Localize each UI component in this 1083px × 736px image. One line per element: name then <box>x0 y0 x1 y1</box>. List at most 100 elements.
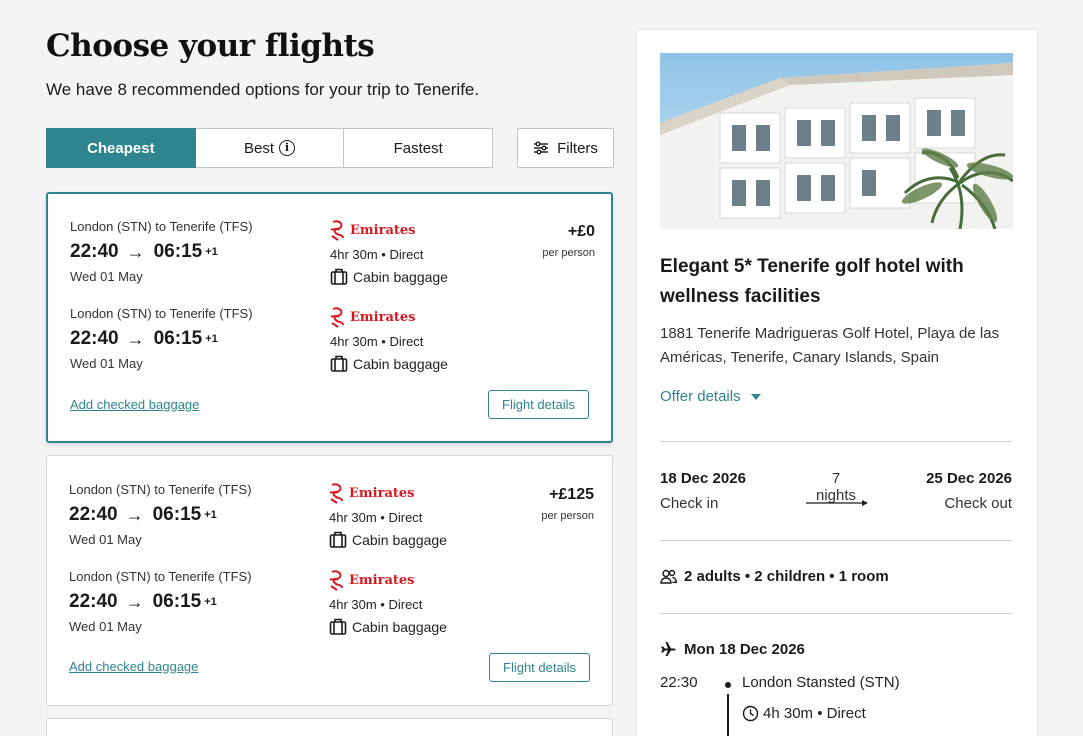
flight-details-button[interactable]: Flight details <box>488 390 589 419</box>
guests-label: 2 adults • 2 children • 1 room <box>684 568 889 585</box>
long-arrow-right-icon <box>806 500 868 506</box>
airline-logo: Emirates <box>328 569 414 591</box>
hotel-address: 1881 Tenerife Madrigueras Golf Hotel, Pl… <box>660 325 1000 366</box>
flight-leg-return: London (STN) to Tenerife (TFS) 22:40 → 0… <box>69 569 594 649</box>
tab-fastest-label: Fastest <box>393 139 443 157</box>
emirates-emblem-icon <box>330 220 344 241</box>
timeline-line <box>727 694 729 736</box>
leg-date: Wed 01 May <box>69 619 142 634</box>
check-in-date: 18 Dec 2026 <box>660 470 746 487</box>
sliders-icon <box>534 141 549 155</box>
timeline-dot <box>725 682 731 688</box>
hotel-building-image <box>660 53 1013 229</box>
flight-duration: 4hr 30m • Direct <box>329 597 423 612</box>
flight-duration: 4hr 30m • Direct <box>330 334 424 349</box>
depart-time: 22:40 <box>69 504 118 525</box>
leg-route: London (STN) to Tenerife (TFS) <box>70 219 253 234</box>
arrive-time: 06:15 <box>153 328 203 349</box>
airline-name: Emirates <box>349 485 415 501</box>
baggage-info: Cabin baggage <box>330 268 448 285</box>
add-checked-baggage-link[interactable]: Add checked baggage <box>70 397 200 412</box>
filters-button[interactable]: Filters <box>517 128 614 168</box>
plane-icon <box>661 641 676 656</box>
leg-route: London (STN) to Tenerife (TFS) <box>69 569 252 584</box>
suitcase-icon <box>329 531 347 548</box>
baggage-label: Cabin baggage <box>353 268 448 285</box>
arrive-time: 06:15 <box>152 591 202 612</box>
page-title: Choose your flights <box>46 28 375 64</box>
flight-leg-outbound: London (STN) to Tenerife (TFS) 22:40 → 0… <box>70 219 595 299</box>
add-checked-baggage-link[interactable]: Add checked baggage <box>69 659 199 674</box>
suitcase-icon <box>329 618 347 635</box>
users-icon <box>660 569 677 584</box>
baggage-info: Cabin baggage <box>330 355 448 372</box>
departure-time: 22:30 <box>660 674 698 691</box>
baggage-info: Cabin baggage <box>329 531 447 548</box>
flight-duration: 4hr 30m • Direct <box>330 247 424 262</box>
airline-name: Emirates <box>350 309 416 325</box>
day-offset: +1 <box>204 509 217 521</box>
hotel-summary-panel: Elegant 5* Tenerife golf hotel with well… <box>637 30 1037 736</box>
price: +£0 <box>567 223 595 240</box>
divider <box>660 441 1012 442</box>
arrow-right-icon: → <box>125 591 144 612</box>
airline-name: Emirates <box>349 572 415 588</box>
departure-airport: London Stansted (STN) <box>742 674 900 691</box>
price-unit: per person <box>541 510 594 522</box>
airline-name: Emirates <box>350 222 416 238</box>
offer-details-toggle[interactable]: Offer details <box>660 388 761 405</box>
flight-option-card[interactable]: London (STN) to Tenerife (TFS) 22:40 → 0… <box>46 455 613 706</box>
suitcase-icon <box>330 268 348 285</box>
baggage-info: Cabin baggage <box>329 618 447 635</box>
flight-duration-label: 4h 30m • Direct <box>763 705 866 722</box>
results-subtitle: We have 8 recommended options for your t… <box>46 80 480 99</box>
arrive-time: 06:15 <box>152 504 202 525</box>
emirates-emblem-icon <box>330 307 344 328</box>
baggage-label: Cabin baggage <box>353 355 448 372</box>
divider <box>660 540 1012 541</box>
flight-option-card[interactable]: London (STN) to Tenerife (TFS) 22:40 → 0… <box>46 192 613 443</box>
flight-details-button[interactable]: Flight details <box>489 653 590 682</box>
leg-times: 22:40 → 06:15 +1 <box>70 241 218 263</box>
tab-cheapest[interactable]: Cheapest <box>46 128 196 168</box>
flight-leg-outbound: London (STN) to Tenerife (TFS) 22:40 → 0… <box>69 482 594 562</box>
price: +£125 <box>549 486 594 503</box>
nights-count: 7 nights <box>815 470 857 504</box>
leg-route: London (STN) to Tenerife (TFS) <box>70 306 253 321</box>
arrow-right-icon: → <box>125 504 144 525</box>
info-icon[interactable]: i <box>279 140 296 156</box>
depart-time: 22:40 <box>70 328 119 349</box>
check-in-label: Check in <box>660 495 719 512</box>
tab-best[interactable]: Best i <box>195 128 345 168</box>
flight-day-header: Mon 18 Dec 2026 <box>660 641 805 658</box>
leg-times: 22:40 → 06:15 +1 <box>69 504 217 526</box>
filters-label: Filters <box>557 139 598 157</box>
airline-logo: Emirates <box>328 482 414 504</box>
hotel-name: Elegant 5* Tenerife golf hotel with well… <box>660 256 964 307</box>
emirates-emblem-icon <box>329 483 343 504</box>
guests-summary: 2 adults • 2 children • 1 room <box>660 568 889 585</box>
tab-cheapest-label: Cheapest <box>87 139 155 157</box>
depart-time: 22:40 <box>69 591 118 612</box>
baggage-label: Cabin baggage <box>352 531 447 548</box>
sort-tabs: Cheapest Best i Fastest <box>46 128 494 168</box>
flight-duration-row: 4h 30m • Direct <box>742 705 866 722</box>
tab-fastest[interactable]: Fastest <box>344 128 494 168</box>
airline-logo: Emirates <box>329 306 415 328</box>
day-offset: +1 <box>205 246 218 258</box>
tab-best-label: Best <box>244 139 275 157</box>
flight-duration: 4hr 30m • Direct <box>329 510 423 525</box>
depart-time: 22:40 <box>70 241 119 262</box>
flight-leg-return: London (STN) to Tenerife (TFS) 22:40 → 0… <box>70 306 595 386</box>
airline-logo: Emirates <box>329 219 415 241</box>
arrive-time: 06:15 <box>153 241 203 262</box>
baggage-label: Cabin baggage <box>352 618 447 635</box>
leg-times: 22:40 → 06:15 +1 <box>69 591 217 613</box>
leg-date: Wed 01 May <box>70 269 143 284</box>
day-offset: +1 <box>205 333 218 345</box>
hotel-photo <box>660 53 1013 229</box>
leg-route: London (STN) to Tenerife (TFS) <box>69 482 252 497</box>
offer-details-label: Offer details <box>660 388 741 405</box>
flight-option-card[interactable] <box>46 718 613 736</box>
arrow-right-icon: → <box>126 328 145 349</box>
